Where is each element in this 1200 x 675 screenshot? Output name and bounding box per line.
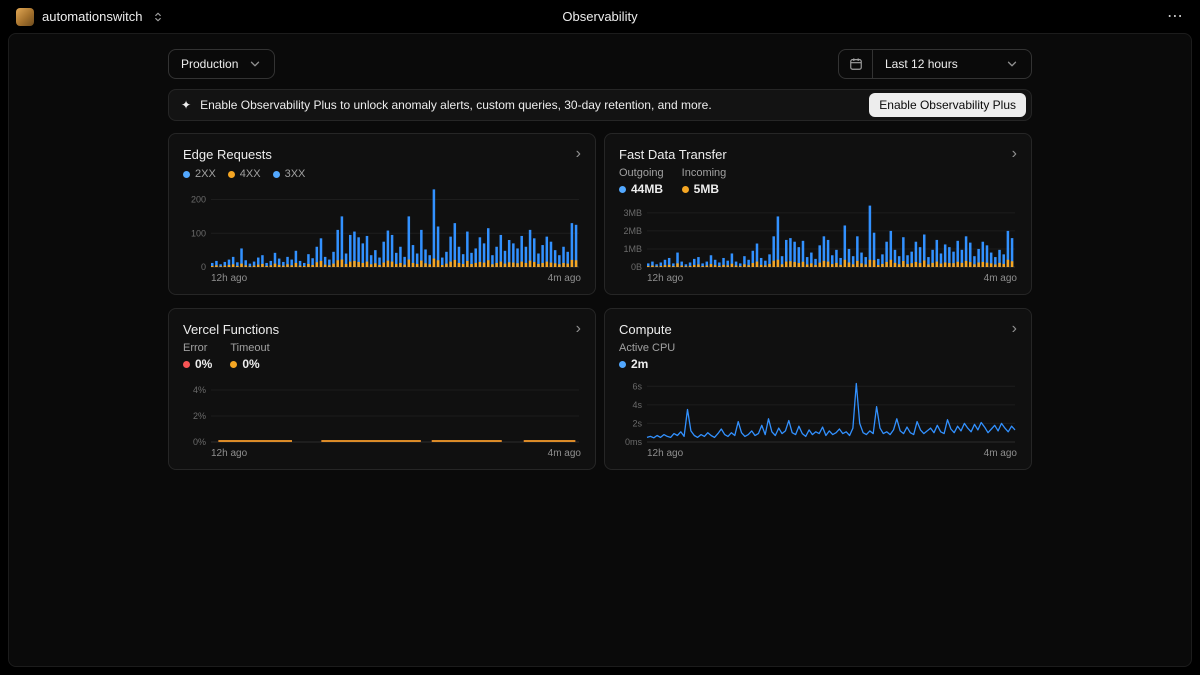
filters-toolbar: Production Last 12 hours bbox=[168, 49, 1032, 79]
stat-value: 44MB bbox=[631, 182, 664, 196]
page-title: Observability bbox=[562, 9, 638, 24]
svg-text:3MB: 3MB bbox=[623, 208, 642, 218]
x-axis-end: 4m ago bbox=[547, 273, 581, 284]
vercel-functions-stats: Error 0% Timeout 0% bbox=[183, 342, 581, 371]
chevron-right-icon[interactable]: › bbox=[575, 320, 581, 337]
stat-label: Active CPU bbox=[619, 342, 676, 354]
svg-text:2s: 2s bbox=[632, 418, 642, 428]
calendar-button[interactable] bbox=[839, 50, 873, 78]
x-axis-end: 4m ago bbox=[983, 273, 1017, 284]
team-name[interactable]: automationswitch bbox=[42, 9, 143, 24]
stat-dot bbox=[230, 360, 238, 368]
stat-error: Error 0% bbox=[183, 342, 212, 371]
team-selector[interactable]: automationswitch bbox=[16, 7, 166, 26]
svg-text:2%: 2% bbox=[193, 411, 206, 421]
x-axis-start: 12h ago bbox=[647, 273, 684, 284]
x-axis-labels: 12h ago 4m ago bbox=[183, 448, 581, 459]
svg-text:0: 0 bbox=[201, 262, 206, 270]
x-axis-labels: 12h ago 4m ago bbox=[183, 273, 581, 284]
svg-text:0B: 0B bbox=[631, 262, 642, 270]
x-axis-start: 12h ago bbox=[211, 448, 248, 459]
legend-item-2xx: 2XX bbox=[183, 168, 216, 180]
stat-outgoing: Outgoing 44MB bbox=[619, 167, 664, 196]
svg-text:4%: 4% bbox=[193, 385, 206, 395]
team-avatar[interactable] bbox=[16, 7, 34, 26]
sparkles-icon: ✦ bbox=[181, 98, 192, 112]
card-title-edge-requests: Edge Requests bbox=[183, 146, 272, 162]
stat-label: Incoming bbox=[681, 167, 727, 179]
chevrons-up-down-icon[interactable] bbox=[150, 9, 166, 25]
chevron-right-icon[interactable]: › bbox=[575, 145, 581, 162]
fast-data-transfer-chart[interactable]: 0B 1MB 2MB 3MB bbox=[619, 198, 1017, 270]
stat-timeout: Timeout 0% bbox=[230, 342, 270, 371]
legend-dot bbox=[227, 170, 235, 178]
svg-text:2MB: 2MB bbox=[623, 226, 642, 236]
environment-select[interactable]: Production bbox=[168, 49, 276, 79]
legend-item-3xx: 3XX bbox=[272, 168, 306, 180]
enable-observability-plus-button[interactable]: Enable Observability Plus bbox=[869, 93, 1026, 117]
stat-label: Error bbox=[183, 342, 208, 354]
card-title-fast-data-transfer: Fast Data Transfer bbox=[619, 146, 727, 162]
card-title-vercel-functions: Vercel Functions bbox=[183, 321, 280, 337]
card-compute[interactable]: Compute › Active CPU 2m 0ms 2s 4s 6s 12h ag… bbox=[604, 308, 1032, 470]
vercel-functions-chart[interactable]: 0% 2% 4% bbox=[183, 373, 581, 445]
top-navigation: automationswitch Observability ⋯ bbox=[0, 0, 1200, 33]
chevron-right-icon[interactable]: › bbox=[1011, 320, 1017, 337]
banner-message: Enable Observability Plus to unlock anom… bbox=[200, 98, 712, 112]
stat-label: Outgoing bbox=[619, 167, 664, 179]
svg-text:0ms: 0ms bbox=[625, 437, 643, 445]
edge-requests-chart[interactable]: 0 100 200 bbox=[183, 182, 581, 270]
fast-data-transfer-stats: Outgoing 44MB Incoming 5MB bbox=[619, 167, 1017, 196]
legend-label: 2XX bbox=[195, 168, 216, 180]
x-axis-labels: 12h ago 4m ago bbox=[619, 273, 1017, 284]
legend-item-4xx: 4XX bbox=[227, 168, 261, 180]
svg-text:0%: 0% bbox=[193, 437, 206, 445]
stat-value: 5MB bbox=[693, 182, 719, 196]
stat-dot bbox=[619, 185, 626, 193]
time-range-select[interactable]: Last 12 hours bbox=[873, 50, 1031, 78]
card-edge-requests[interactable]: Edge Requests › 2XX 4XX 3XX bbox=[168, 133, 596, 295]
stat-value: 0% bbox=[195, 357, 213, 371]
compute-stats: Active CPU 2m bbox=[619, 342, 1017, 371]
time-range-value: Last 12 hours bbox=[885, 57, 958, 71]
chevron-right-icon[interactable]: › bbox=[1011, 145, 1017, 162]
stat-dot bbox=[183, 360, 190, 368]
edge-requests-legend: 2XX 4XX 3XX bbox=[183, 168, 581, 180]
card-vercel-functions[interactable]: Vercel Functions › Error 0% Timeout bbox=[168, 308, 596, 470]
chevron-down-icon bbox=[1007, 61, 1017, 67]
stat-value: 0% bbox=[242, 357, 260, 371]
more-menu-icon[interactable]: ⋯ bbox=[1167, 7, 1184, 25]
stat-label: Timeout bbox=[230, 342, 270, 354]
x-axis-end: 4m ago bbox=[547, 448, 581, 459]
calendar-icon bbox=[849, 58, 862, 70]
stat-value: 2m bbox=[631, 357, 649, 371]
observability-plus-banner: ✦ Enable Observability Plus to unlock an… bbox=[168, 89, 1032, 121]
stat-incoming: Incoming 5MB bbox=[681, 167, 727, 196]
svg-text:1MB: 1MB bbox=[623, 244, 642, 254]
svg-text:200: 200 bbox=[191, 195, 206, 205]
legend-dot bbox=[183, 170, 190, 178]
svg-text:6s: 6s bbox=[632, 381, 642, 391]
card-fast-data-transfer[interactable]: Fast Data Transfer › Outgoing 44MB Incom… bbox=[604, 133, 1032, 295]
time-range-controls: Last 12 hours bbox=[838, 49, 1032, 79]
x-axis-start: 12h ago bbox=[211, 273, 248, 284]
x-axis-start: 12h ago bbox=[647, 448, 684, 459]
chevron-down-icon bbox=[251, 61, 260, 67]
x-axis-labels: 12h ago 4m ago bbox=[619, 448, 1017, 459]
stat-active-cpu: Active CPU 2m bbox=[619, 342, 675, 371]
stat-dot bbox=[681, 185, 689, 193]
stat-dot bbox=[619, 360, 626, 368]
card-title-compute: Compute bbox=[619, 321, 672, 337]
compute-chart[interactable]: 0ms 2s 4s 6s bbox=[619, 373, 1017, 445]
observability-panel: Production Last 12 hours ✦ Enable Observ… bbox=[8, 33, 1192, 667]
x-axis-end: 4m ago bbox=[983, 448, 1017, 459]
metrics-grid: Edge Requests › 2XX 4XX 3XX bbox=[168, 133, 1032, 470]
svg-text:4s: 4s bbox=[632, 400, 642, 410]
legend-dot bbox=[272, 170, 280, 178]
svg-text:100: 100 bbox=[191, 228, 206, 238]
legend-label: 4XX bbox=[239, 168, 261, 180]
legend-label: 3XX bbox=[284, 168, 306, 180]
environment-select-value: Production bbox=[181, 57, 239, 71]
